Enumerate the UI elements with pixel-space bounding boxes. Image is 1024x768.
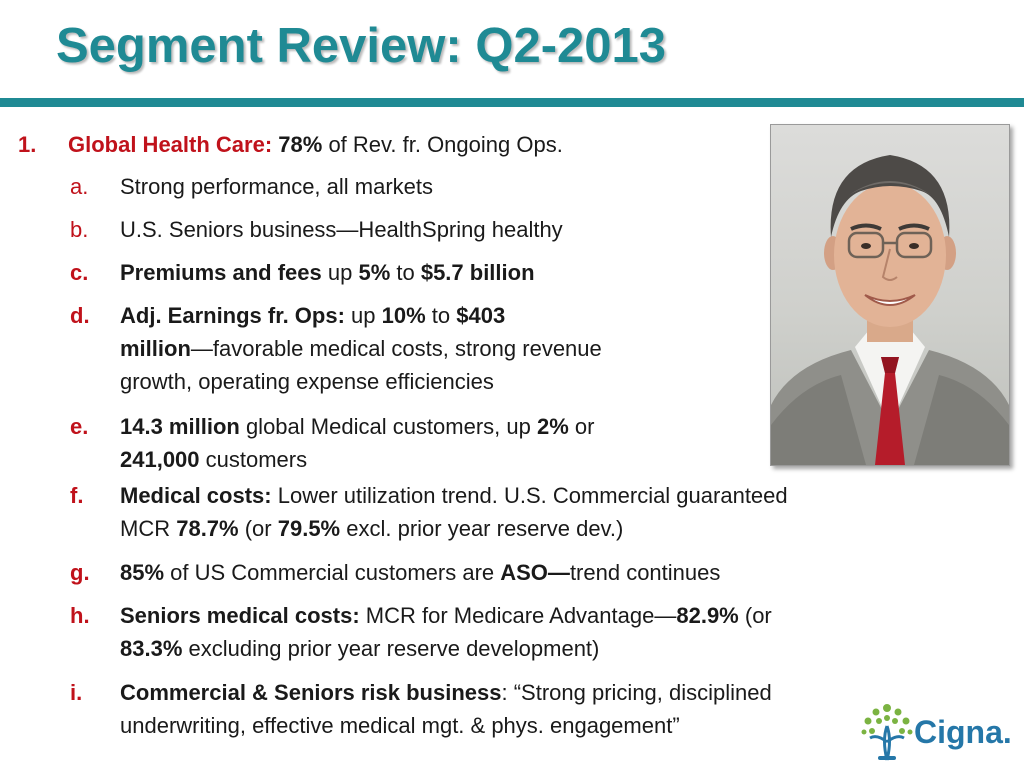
sub-e-number: 241,000 [120, 447, 200, 472]
sub-d-pct: 10% [381, 303, 426, 328]
sub-d-million: million [120, 336, 191, 361]
sub-c-amount: $5.7 billion [420, 260, 535, 285]
cigna-logo: Cigna. [858, 700, 1018, 764]
sub-g-aso: ASO— [500, 560, 570, 585]
sub-e-letter: e. [70, 414, 89, 439]
sub-b-letter: b. [70, 217, 89, 242]
executive-portrait-photo [770, 124, 1010, 466]
sub-d-label: Adj. Earnings fr. Ops: [120, 303, 345, 328]
sub-d-text: Adj. Earnings fr. Ops: up 10% to $403 mil… [120, 299, 602, 398]
sub-i-text: Commercial & Seniors risk business: “Str… [120, 676, 772, 742]
sub-e-desc: global Medical customers, up [239, 414, 537, 439]
sub-h-pct-2: 83.3% [120, 636, 183, 661]
item-1-rest: of Rev. fr. Ongoing Ops. [322, 132, 563, 157]
sub-d-amount: $403 [456, 303, 506, 328]
sub-g-text: 85% of US Commercial customers are ASO—t… [120, 556, 720, 589]
item-1-pct: 78% [278, 132, 323, 157]
item-1-number: 1. [18, 132, 37, 157]
sub-f-excl: excl. prior year reserve dev.) [340, 516, 624, 541]
sub-f-label: Medical costs: [120, 483, 272, 508]
sub-c-text: Premiums and fees up 5% to $5.7 billion [120, 256, 535, 289]
sub-g-trend: trend continues [569, 560, 721, 585]
sub-f-text: Medical costs: Lower utilization trend. … [120, 479, 788, 545]
sub-h-or: (or [738, 603, 772, 628]
sub-f-pct-2: 79.5% [277, 516, 341, 541]
sub-h-text: Seniors medical costs: MCR for Medicare … [120, 599, 772, 665]
sub-c-up: up [321, 260, 359, 285]
sub-c-pct: 5% [358, 260, 391, 285]
sub-e-text: 14.3 million global Medical customers, u… [120, 410, 594, 476]
sub-i-label: Commercial & Seniors risk business [120, 680, 502, 705]
item-1: 1. Global Health Care: 78% of Rev. fr. On… [18, 132, 563, 158]
item-1-label: Global Health Care: [68, 132, 273, 157]
sub-h-excl: excluding prior year reserve development… [182, 636, 600, 661]
sub-h-pct-1: 82.9% [676, 603, 739, 628]
portrait-illustration [771, 155, 1009, 465]
sub-e-or: or [568, 414, 595, 439]
cigna-logo-text: Cigna. [914, 714, 1012, 750]
sub-d-desc-1: —favorable medical costs, strong revenue [190, 336, 602, 361]
sub-g-letter: g. [70, 560, 90, 585]
sub-d-desc-2: growth, operating expense efficiencies [120, 369, 494, 394]
sub-d-up: up [344, 303, 382, 328]
sub-i-quote-1: : “Strong pricing, disciplined [501, 680, 772, 705]
sub-c-label: Premiums and fees [120, 260, 322, 285]
sub-e-customers: customers [199, 447, 308, 472]
sub-a-text: Strong performance, all markets [120, 174, 434, 199]
sub-f-mcr: MCR [120, 516, 177, 541]
sub-c-to: to [390, 260, 421, 285]
sub-b-text: U.S. Seniors business—HealthSpring healt… [120, 217, 563, 242]
sub-d-letter: d. [70, 303, 90, 328]
tree-of-life-icon [861, 704, 913, 761]
sub-f-desc: Lower utilization trend. U.S. Commercial… [271, 483, 788, 508]
title-divider [0, 98, 1024, 107]
sub-f-or: (or [238, 516, 278, 541]
sub-g-pct: 85% [120, 560, 165, 585]
sub-a-letter: a. [70, 174, 89, 199]
sub-e-count: 14.3 million [120, 414, 240, 439]
sub-d-to: to [425, 303, 457, 328]
sub-h-label: Seniors medical costs: [120, 603, 360, 628]
sub-e-pct: 2% [536, 414, 569, 439]
sub-g-desc: of US Commercial customers are [164, 560, 501, 585]
sub-c-letter: c. [70, 260, 89, 285]
sub-h-desc: MCR for Medicare Advantage— [359, 603, 677, 628]
sub-i-quote-2: underwriting, effective medical mgt. & p… [120, 713, 680, 738]
sub-f-letter: f. [70, 483, 84, 508]
slide-title: Segment Review: Q2-2013 [56, 19, 667, 73]
sub-f-pct-1: 78.7% [176, 516, 239, 541]
sub-h-letter: h. [70, 603, 90, 628]
sub-i-letter: i. [70, 680, 83, 705]
